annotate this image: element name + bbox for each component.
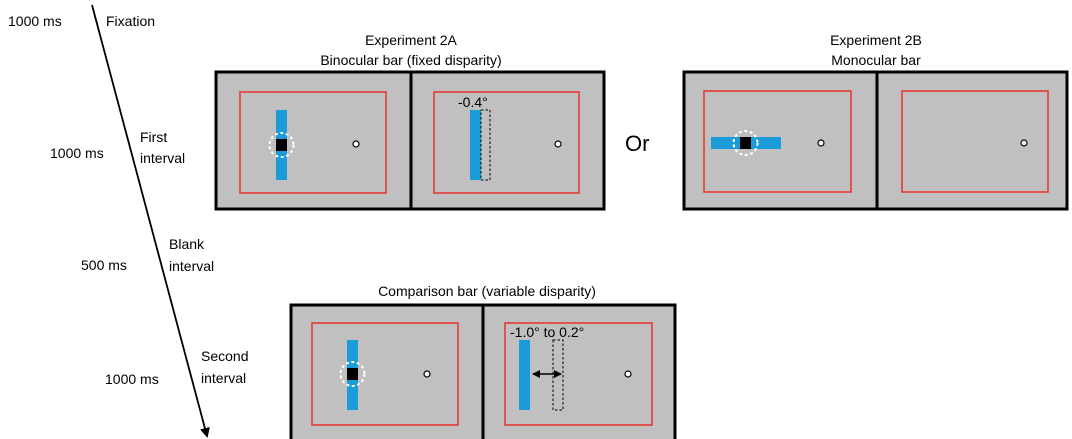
first-interval-label-1: First [140, 129, 167, 145]
blank-interval-label-2: interval [169, 258, 214, 274]
red-frame [433, 91, 580, 194]
red-frame [239, 91, 387, 194]
fixation-dot [554, 140, 562, 148]
second-interval-label-2: interval [201, 370, 246, 386]
center-square [347, 368, 358, 380]
fixation-label: Fixation [106, 13, 155, 29]
fixation-dot [352, 140, 360, 148]
second-interval-label-1: Second [201, 348, 248, 364]
or-label: Or [625, 131, 649, 156]
exp2a-subtitle: Binocular bar (fixed disparity) [320, 52, 501, 68]
dotted-circle [732, 130, 759, 156]
exp2a-title: Experiment 2A [365, 32, 457, 48]
exp2a-right-screen [409, 70, 606, 211]
shifted-bar [519, 340, 530, 410]
center-square [740, 137, 751, 149]
exp2b-left-screen [682, 70, 879, 211]
fixation-dot [1020, 139, 1028, 147]
first-interval-time: 1000 ms [50, 145, 104, 161]
timeline-arrow [91, 4, 210, 438]
red-frame [901, 90, 1049, 193]
blank-interval-time: 500 ms [81, 257, 127, 273]
shifted-bar [470, 110, 481, 180]
dotted-circle [268, 132, 295, 158]
fixation-dot [624, 370, 632, 378]
first-interval-label-2: interval [140, 150, 185, 166]
dotted-circle [339, 361, 366, 387]
exp2b-right-screen [875, 70, 1069, 211]
comparison-left-screen [289, 303, 485, 439]
red-frame [311, 322, 459, 426]
comparison-disparity-label: -1.0° to 0.2° [510, 324, 584, 340]
dashed-reference-bar [480, 109, 491, 181]
fixation-dot [423, 370, 431, 378]
exp2a-left-screen [214, 70, 413, 211]
comparison-right-screen [481, 303, 677, 439]
fixation-dot [817, 139, 825, 147]
red-frame [703, 90, 852, 193]
exp2a-disparity-label: -0.4° [458, 94, 488, 110]
blank-interval-label-1: Blank [169, 236, 205, 252]
second-interval-time: 1000 ms [105, 371, 159, 387]
exp2b-title: Experiment 2B [830, 32, 922, 48]
exp2b-subtitle: Monocular bar [831, 52, 921, 68]
fixation-time: 1000 ms [8, 13, 62, 29]
dashed-reference-bar [552, 339, 564, 411]
red-frame [504, 322, 653, 426]
comparison-title: Comparison bar (variable disparity) [378, 283, 596, 299]
center-square [276, 139, 287, 151]
